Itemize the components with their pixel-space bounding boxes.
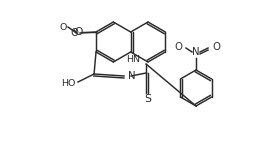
Text: HO: HO <box>61 78 75 87</box>
Text: O: O <box>70 28 78 38</box>
Text: N: N <box>192 47 200 57</box>
Text: O: O <box>174 42 182 52</box>
Text: S: S <box>144 94 151 104</box>
Text: O: O <box>74 27 83 37</box>
Text: N: N <box>128 71 136 81</box>
Text: O: O <box>59 24 67 32</box>
Text: HN: HN <box>126 54 140 63</box>
Text: O: O <box>212 42 220 52</box>
